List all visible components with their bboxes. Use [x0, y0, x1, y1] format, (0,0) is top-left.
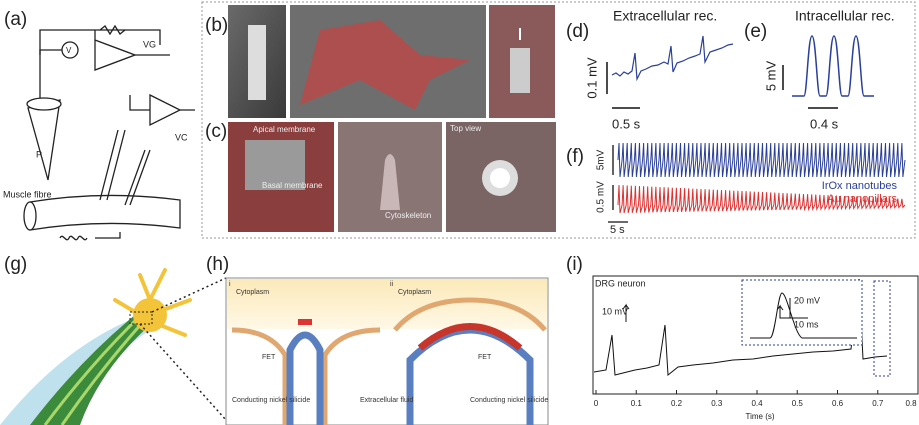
figure: (b): [205, 15, 228, 36]
figure: Apical membrane: [253, 125, 316, 134]
figure: DRG neuron: [595, 278, 646, 288]
figure: (d): [566, 21, 589, 42]
figure: (e): [744, 21, 767, 42]
figure: 0.5 s: [612, 116, 641, 131]
x-tick-label: 0.1: [631, 399, 643, 408]
figure: ii: [390, 281, 394, 288]
figure: Extracellular rec.: [613, 8, 717, 24]
x-tick-label: 0.2: [671, 399, 683, 408]
sem-images: [490, 168, 510, 188]
figure: 0.4 s: [810, 116, 839, 131]
figure: Cytoskeleton: [385, 211, 431, 220]
device-drawing: [298, 319, 312, 325]
panel-a-drawing: [60, 232, 120, 240]
x-tick-label: 0: [594, 399, 599, 408]
figure: FET: [478, 354, 492, 361]
figure: VG: [143, 39, 156, 49]
figure: Conducting nickel silicide: [470, 397, 548, 404]
figure: Time (s): [745, 412, 774, 421]
figure: Cytoplasm: [236, 289, 269, 296]
trace-e: [792, 36, 874, 96]
figure: (a): [4, 9, 27, 30]
x-tick-label: 0.7: [872, 399, 884, 408]
figure: 20 mV: [794, 295, 820, 305]
panel-a-drawing: [24, 26, 195, 240]
trace-irox: [618, 143, 905, 177]
figure: 10 mV: [602, 306, 628, 316]
figure: Intracellular rec.: [795, 8, 895, 24]
panel-a-drawing: [30, 195, 180, 230]
figure: Au nanopillars: [827, 193, 897, 205]
figure: 5mV: [596, 149, 607, 170]
panel-a-drawing: [100, 130, 150, 205]
neuron-drawing: [0, 270, 226, 425]
trace-d: [612, 36, 733, 79]
panel-a-drawing: [28, 100, 60, 180]
x-tick-label: 0.6: [832, 399, 844, 408]
figure: [874, 281, 890, 376]
sem-images: [510, 48, 530, 93]
sem-images: [248, 25, 266, 100]
figure: 0.5 mV: [596, 181, 607, 213]
figure: Muscle fibre: [3, 189, 52, 199]
x-tick-label: 0.8: [905, 399, 917, 408]
figure: 5 mV: [763, 61, 778, 92]
figure: 5 s: [610, 224, 625, 236]
figure: 0.1 mV: [584, 57, 599, 99]
page: (a) VG V VC P Muscle fibre (b) (c) Apica…: [0, 0, 919, 425]
figure: V: [66, 46, 72, 55]
panel-a-drawing: [150, 95, 180, 125]
x-tick-label: 0.3: [711, 399, 723, 408]
figure: Extracellular fluid: [360, 397, 413, 404]
figure: (h): [206, 254, 229, 275]
figure: Basal membrane: [262, 181, 323, 190]
panel-a-drawing: [27, 98, 61, 110]
x-tick-label: 0.5: [792, 399, 804, 408]
figure: Top view: [450, 124, 481, 133]
figure: (f): [566, 146, 584, 167]
x-tick-label: 0.4: [751, 399, 763, 408]
figure: 10 ms: [794, 319, 819, 329]
figure: (g): [4, 254, 27, 275]
figure: VC: [175, 132, 188, 142]
scale-bar: [607, 62, 640, 108]
figure: P: [36, 149, 42, 159]
figure: Cytoplasm: [398, 289, 431, 296]
figure: Conducting nickel silicide: [232, 397, 310, 404]
figure: (c): [205, 121, 227, 142]
figure: [742, 280, 862, 345]
figure: (i): [566, 254, 583, 275]
panel-a-drawing: [24, 202, 36, 230]
figure: IrOx nanotubes: [822, 180, 898, 192]
panel-a-drawing: [130, 95, 195, 110]
sem-images: [228, 5, 556, 232]
figure: (a) VG V VC P Muscle fibre (b) (c) Apica…: [0, 0, 919, 425]
panel-a-drawing: [95, 30, 135, 70]
figure: FET: [262, 354, 276, 361]
